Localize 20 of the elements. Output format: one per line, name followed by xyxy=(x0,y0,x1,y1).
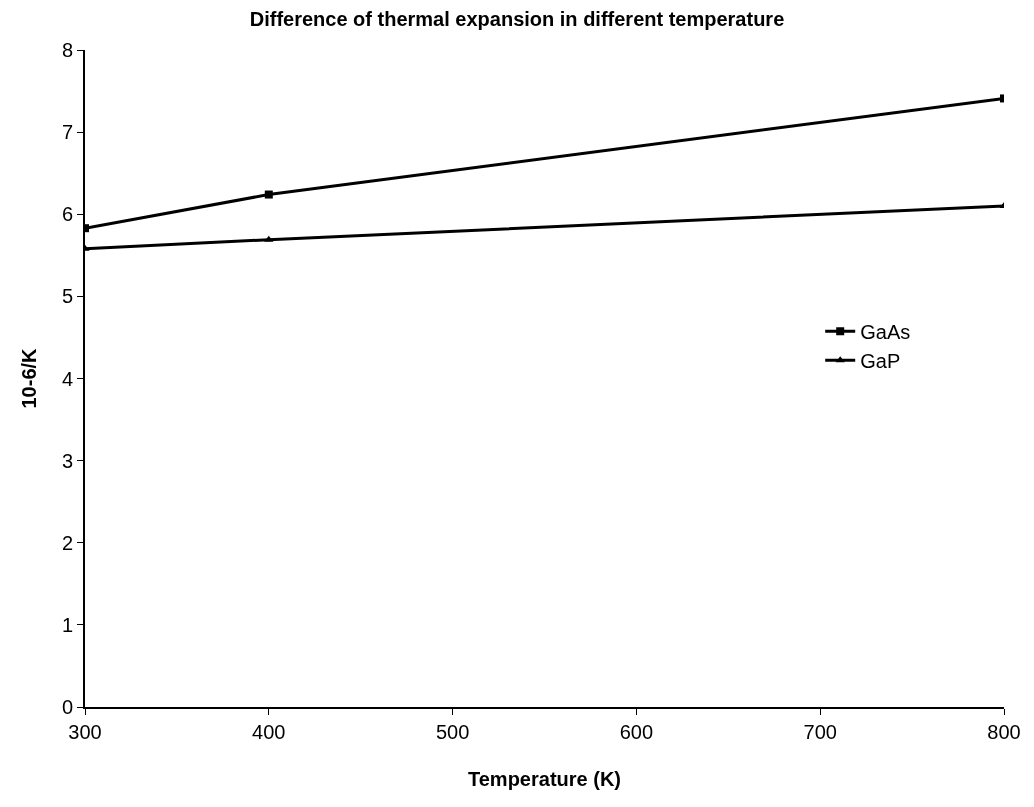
y-tick-label: 6 xyxy=(61,203,73,226)
y-tick-label: 2 xyxy=(61,531,73,554)
y-tick-label: 8 xyxy=(61,39,73,61)
legend-label: GaP xyxy=(860,349,901,372)
y-tick-label: 4 xyxy=(61,367,73,390)
x-tick-label: 400 xyxy=(252,721,286,743)
chart-title: Difference of thermal expansion in different temperature xyxy=(249,8,785,31)
y-axis-title: 10-6/K xyxy=(17,347,40,409)
x-tick-label: 700 xyxy=(803,721,837,743)
y-tick-label: 5 xyxy=(61,285,73,308)
y-tick-label: 1 xyxy=(61,613,73,636)
x-tick-label: 500 xyxy=(435,721,470,743)
y-tick-label: 3 xyxy=(61,449,73,472)
x-tick-label: 800 xyxy=(987,721,1021,743)
y-tick-label: 7 xyxy=(61,121,73,144)
x-tick-label: 300 xyxy=(68,721,102,743)
legend-label: GaAs xyxy=(860,320,911,343)
x-axis-title: Temperature (K) xyxy=(468,768,621,790)
x-tick-label: 600 xyxy=(619,721,654,743)
y-tick-label: 0 xyxy=(61,696,73,718)
